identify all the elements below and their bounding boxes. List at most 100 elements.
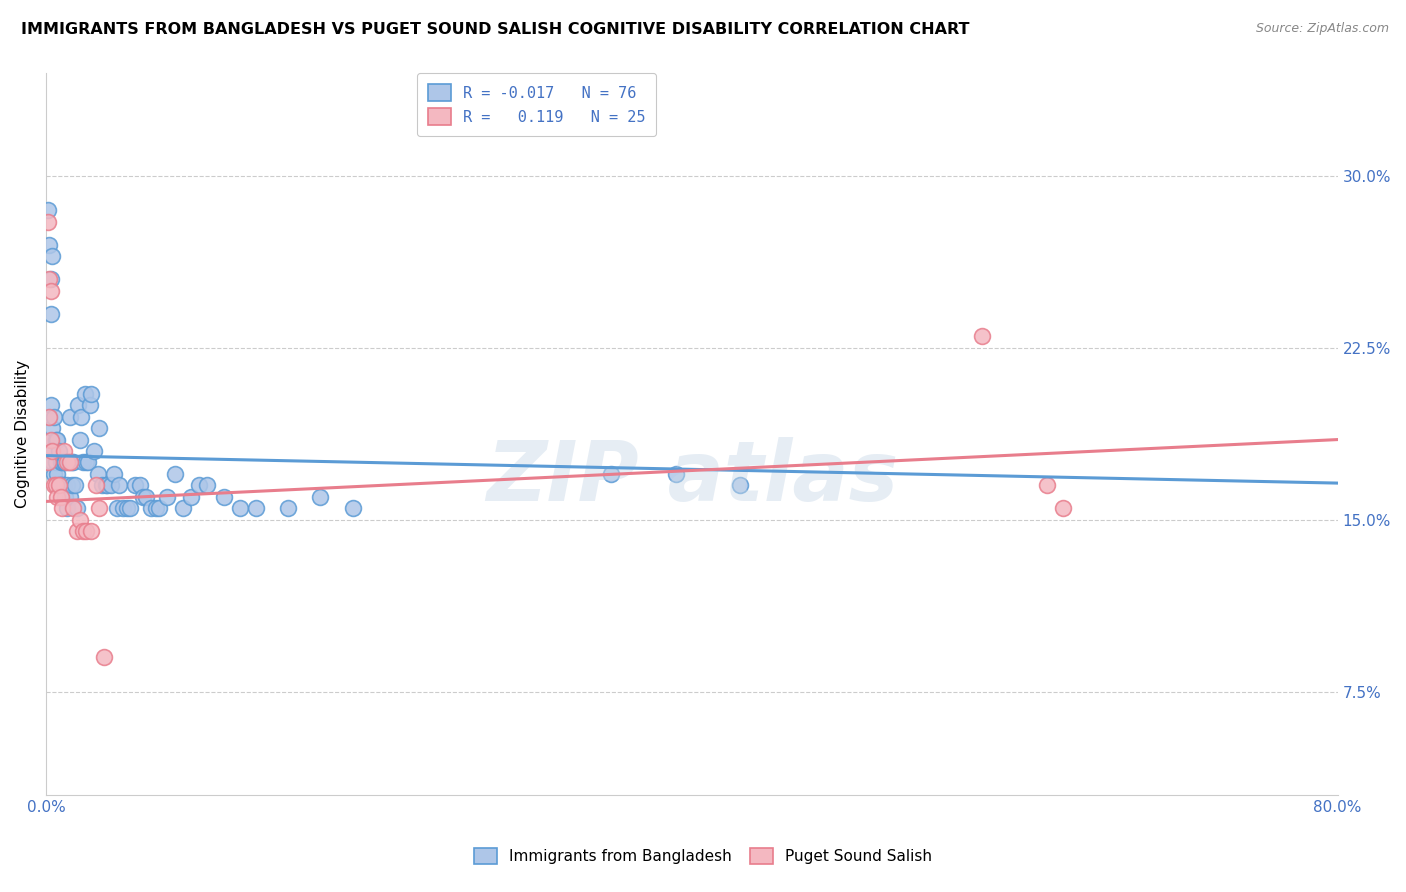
Point bbox=[41, 249, 63, 263]
Point bbox=[41, 444, 63, 458]
Point bbox=[48, 478, 70, 492]
Point bbox=[53, 490, 76, 504]
Point bbox=[342, 501, 364, 516]
Point bbox=[188, 478, 211, 492]
Point bbox=[77, 455, 100, 469]
Point bbox=[80, 386, 103, 401]
Point bbox=[72, 524, 94, 539]
Point bbox=[112, 501, 135, 516]
Point bbox=[58, 455, 80, 469]
Point bbox=[38, 237, 60, 252]
Text: IMMIGRANTS FROM BANGLADESH VS PUGET SOUND SALISH COGNITIVE DISABILITY CORRELATIO: IMMIGRANTS FROM BANGLADESH VS PUGET SOUN… bbox=[21, 22, 970, 37]
Point bbox=[69, 513, 91, 527]
Point bbox=[91, 478, 114, 492]
Point bbox=[45, 478, 67, 492]
Point bbox=[63, 478, 86, 492]
Point bbox=[72, 455, 94, 469]
Point bbox=[56, 501, 79, 516]
Point bbox=[73, 386, 96, 401]
Point bbox=[49, 478, 72, 492]
Point bbox=[94, 478, 117, 492]
Point bbox=[75, 455, 97, 469]
Point bbox=[38, 409, 60, 424]
Point bbox=[212, 490, 235, 504]
Point bbox=[972, 329, 994, 343]
Point bbox=[52, 478, 75, 492]
Point bbox=[80, 524, 103, 539]
Point bbox=[66, 501, 89, 516]
Point bbox=[42, 467, 65, 481]
Point bbox=[39, 284, 62, 298]
Point bbox=[135, 490, 157, 504]
Point bbox=[128, 478, 150, 492]
Point bbox=[60, 478, 83, 492]
Point bbox=[41, 455, 63, 469]
Point bbox=[107, 478, 129, 492]
Point bbox=[96, 478, 118, 492]
Point bbox=[39, 398, 62, 412]
Point bbox=[59, 490, 82, 504]
Point bbox=[180, 490, 202, 504]
Point bbox=[89, 501, 111, 516]
Point bbox=[38, 272, 60, 286]
Point bbox=[132, 490, 155, 504]
Point bbox=[75, 524, 97, 539]
Point bbox=[62, 501, 84, 516]
Point bbox=[84, 478, 107, 492]
Point bbox=[197, 478, 219, 492]
Legend: Immigrants from Bangladesh, Puget Sound Salish: Immigrants from Bangladesh, Puget Sound … bbox=[464, 838, 942, 873]
Point bbox=[228, 501, 250, 516]
Point bbox=[51, 455, 73, 469]
Point bbox=[53, 455, 76, 469]
Point bbox=[48, 478, 70, 492]
Point bbox=[1036, 478, 1059, 492]
Point bbox=[83, 444, 105, 458]
Point bbox=[39, 433, 62, 447]
Point bbox=[67, 398, 90, 412]
Point bbox=[165, 467, 187, 481]
Point bbox=[37, 215, 59, 229]
Point bbox=[59, 409, 82, 424]
Point bbox=[52, 444, 75, 458]
Text: ZIP atlas: ZIP atlas bbox=[485, 437, 898, 517]
Point bbox=[172, 501, 194, 516]
Point bbox=[156, 490, 179, 504]
Point bbox=[37, 203, 59, 218]
Point bbox=[59, 455, 82, 469]
Point bbox=[38, 455, 60, 469]
Point bbox=[39, 433, 62, 447]
Point bbox=[51, 478, 73, 492]
Point bbox=[728, 478, 751, 492]
Point bbox=[49, 490, 72, 504]
Point bbox=[66, 524, 89, 539]
Point bbox=[39, 272, 62, 286]
Point bbox=[46, 490, 69, 504]
Point bbox=[69, 433, 91, 447]
Point bbox=[89, 421, 111, 435]
Point bbox=[600, 467, 623, 481]
Point bbox=[139, 501, 162, 516]
Point bbox=[105, 501, 128, 516]
Point bbox=[52, 455, 75, 469]
Point bbox=[45, 455, 67, 469]
Point bbox=[56, 478, 79, 492]
Point bbox=[37, 444, 59, 458]
Point bbox=[42, 409, 65, 424]
Point bbox=[277, 501, 299, 516]
Point bbox=[39, 307, 62, 321]
Point bbox=[245, 501, 267, 516]
Point bbox=[148, 501, 170, 516]
Point bbox=[49, 455, 72, 469]
Point bbox=[42, 478, 65, 492]
Point bbox=[46, 433, 69, 447]
Point bbox=[45, 433, 67, 447]
Point bbox=[37, 455, 59, 469]
Legend: R = -0.017   N = 76, R =   0.119   N = 25: R = -0.017 N = 76, R = 0.119 N = 25 bbox=[418, 73, 657, 136]
Point bbox=[86, 467, 108, 481]
Point bbox=[41, 421, 63, 435]
Point bbox=[100, 478, 122, 492]
Point bbox=[62, 455, 84, 469]
Point bbox=[60, 455, 83, 469]
Y-axis label: Cognitive Disability: Cognitive Disability bbox=[15, 359, 30, 508]
Text: Source: ZipAtlas.com: Source: ZipAtlas.com bbox=[1256, 22, 1389, 36]
